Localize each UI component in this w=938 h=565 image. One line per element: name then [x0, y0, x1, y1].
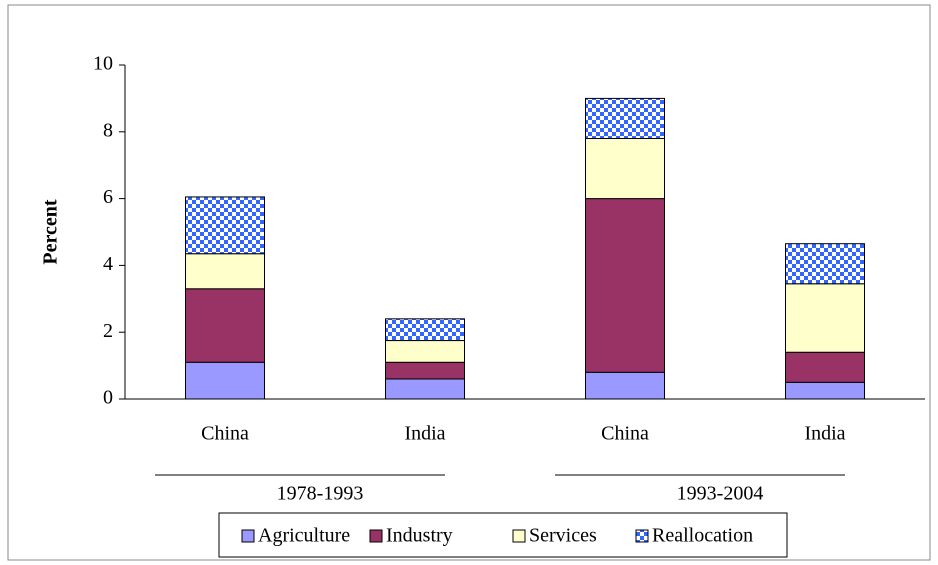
- y-tick-label: 2: [103, 320, 113, 342]
- bar-segment: [585, 371, 665, 400]
- bar-segment: [385, 361, 465, 380]
- bar-segment: [585, 198, 665, 373]
- bar-segment: [385, 340, 465, 363]
- x-tick-label: India: [804, 423, 845, 445]
- bar-segment: [785, 243, 865, 285]
- legend-swatch: [512, 529, 526, 543]
- legend-box: [218, 512, 788, 558]
- y-tick-label: 6: [103, 186, 113, 208]
- bar-segment: [385, 378, 465, 400]
- group-label: 1993-2004: [677, 483, 764, 505]
- x-tick-label: India: [404, 423, 445, 445]
- bar-segment: [185, 361, 265, 400]
- bar-segment: [385, 318, 465, 342]
- frame: [7, 4, 931, 561]
- y-tick-label: 0: [103, 387, 113, 409]
- legend-label: Industry: [386, 525, 453, 547]
- legend-swatch: [369, 529, 383, 543]
- group-label: 1978-1993: [277, 483, 364, 505]
- legend-swatch: [635, 529, 649, 543]
- bar-segment: [185, 253, 265, 290]
- bar-segment: [185, 288, 265, 363]
- y-tick-label: 10: [93, 53, 113, 75]
- bar-segment: [185, 196, 265, 255]
- legend-label: Reallocation: [652, 525, 753, 547]
- y-axis-label: Percent: [40, 199, 62, 264]
- x-tick-label: China: [601, 423, 649, 445]
- bar-segment: [585, 137, 665, 200]
- legend-swatch: [241, 529, 255, 543]
- legend-label: Services: [529, 525, 597, 547]
- y-tick-label: 8: [103, 119, 113, 141]
- bar-segment: [785, 381, 865, 400]
- bar-segment: [785, 351, 865, 383]
- y-tick-label: 4: [103, 253, 113, 275]
- bar-segment: [585, 97, 665, 139]
- legend-label: Agriculture: [258, 525, 350, 547]
- bar-segment: [785, 283, 865, 353]
- x-tick-label: China: [201, 423, 249, 445]
